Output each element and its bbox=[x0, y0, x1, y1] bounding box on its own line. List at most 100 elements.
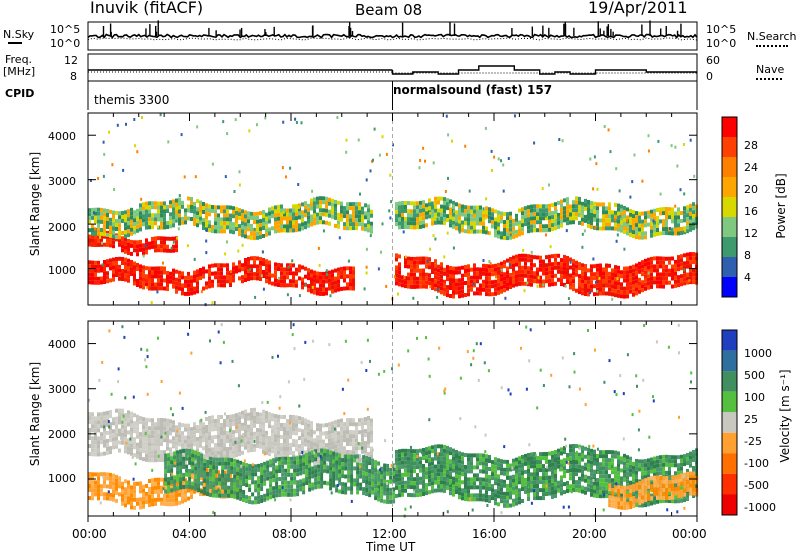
data-cell bbox=[212, 457, 216, 462]
data-cell bbox=[401, 201, 404, 205]
data-cell bbox=[578, 278, 581, 283]
data-cell bbox=[572, 279, 575, 284]
data-cell bbox=[148, 503, 151, 507]
data-cell bbox=[94, 472, 97, 477]
data-cell bbox=[340, 454, 343, 459]
data-cell bbox=[259, 261, 262, 265]
data-cell bbox=[184, 427, 187, 432]
data-cell bbox=[232, 442, 235, 447]
data-cell bbox=[503, 264, 506, 269]
data-speckle bbox=[429, 211, 432, 215]
data-cell bbox=[331, 429, 334, 434]
data-cell bbox=[139, 276, 142, 281]
data-cell bbox=[154, 497, 157, 502]
data-cell bbox=[313, 270, 316, 275]
data-speckle bbox=[436, 295, 439, 299]
data-cell bbox=[473, 267, 476, 272]
data-cell bbox=[242, 478, 246, 482]
data-cell bbox=[503, 272, 506, 277]
data-cell bbox=[539, 255, 542, 260]
data-cell bbox=[109, 446, 112, 451]
data-cell bbox=[166, 283, 169, 287]
data-cell bbox=[151, 426, 154, 431]
data-cell bbox=[395, 469, 398, 474]
data-speckle bbox=[659, 192, 662, 196]
data-cell bbox=[545, 208, 548, 213]
data-cell bbox=[94, 272, 97, 277]
data-cell bbox=[322, 196, 325, 201]
data-cell bbox=[166, 494, 169, 499]
data-cell bbox=[301, 445, 304, 450]
data-cell bbox=[169, 431, 172, 436]
data-cell bbox=[443, 472, 446, 477]
data-cell bbox=[329, 458, 333, 463]
data-cell bbox=[272, 474, 276, 479]
data-cell bbox=[539, 224, 542, 229]
data-cell bbox=[497, 210, 500, 215]
data-cell bbox=[202, 218, 205, 222]
data-cell bbox=[236, 463, 240, 468]
data-cell bbox=[142, 218, 145, 223]
data-cell bbox=[205, 281, 208, 286]
data-cell bbox=[121, 236, 124, 241]
data-cell bbox=[434, 468, 437, 473]
data-cell bbox=[121, 489, 124, 494]
data-cell bbox=[298, 276, 301, 281]
data-cell bbox=[431, 449, 434, 454]
data-cell bbox=[539, 259, 542, 264]
data-cell bbox=[488, 272, 491, 277]
data-cell bbox=[226, 267, 229, 272]
data-cell bbox=[220, 229, 223, 234]
data-cell bbox=[310, 218, 313, 223]
data-cell bbox=[473, 225, 476, 230]
data-cell bbox=[536, 208, 539, 213]
data-cell bbox=[259, 265, 262, 269]
data-cell bbox=[413, 493, 416, 498]
data-cell bbox=[133, 222, 136, 227]
data-cell bbox=[434, 480, 437, 485]
data-speckle bbox=[633, 153, 636, 157]
data-cell bbox=[145, 250, 148, 255]
data-cell bbox=[187, 279, 190, 284]
data-cell bbox=[197, 468, 201, 472]
data-cell bbox=[467, 461, 470, 466]
data-cell bbox=[289, 220, 292, 225]
data-cell bbox=[422, 276, 425, 281]
data-cell bbox=[274, 426, 277, 431]
data-cell bbox=[302, 458, 306, 463]
data-speckle bbox=[175, 219, 178, 223]
data-speckle bbox=[564, 284, 567, 288]
data-cell bbox=[370, 209, 373, 214]
data-cell bbox=[121, 240, 124, 245]
data-speckle bbox=[522, 248, 525, 252]
data-cell bbox=[434, 472, 437, 477]
data-cell bbox=[271, 273, 274, 278]
data-cell bbox=[94, 239, 97, 243]
data-cell bbox=[349, 434, 352, 439]
data-cell bbox=[247, 219, 250, 224]
data-cell bbox=[623, 290, 626, 295]
data-cell bbox=[290, 480, 294, 485]
data-cell bbox=[238, 440, 241, 445]
data-cell bbox=[370, 454, 373, 459]
data-cell bbox=[587, 268, 590, 273]
data-cell bbox=[109, 225, 112, 230]
data-cell bbox=[127, 225, 130, 230]
data-cell bbox=[310, 222, 313, 227]
data-cell bbox=[542, 263, 545, 268]
data-cell bbox=[193, 213, 196, 218]
data-cell bbox=[569, 208, 572, 213]
data-cell bbox=[226, 213, 229, 218]
data-cell bbox=[461, 460, 464, 465]
data-cell bbox=[268, 448, 271, 453]
data-speckle bbox=[618, 189, 621, 193]
data-cell bbox=[443, 267, 446, 272]
data-cell bbox=[358, 218, 361, 223]
data-cell bbox=[395, 477, 398, 482]
data-cell bbox=[181, 431, 184, 436]
data-cell bbox=[446, 449, 449, 454]
freq-tick-top: 12 bbox=[64, 54, 78, 67]
data-cell bbox=[142, 496, 145, 501]
data-cell bbox=[425, 451, 428, 456]
data-cell bbox=[389, 499, 393, 504]
